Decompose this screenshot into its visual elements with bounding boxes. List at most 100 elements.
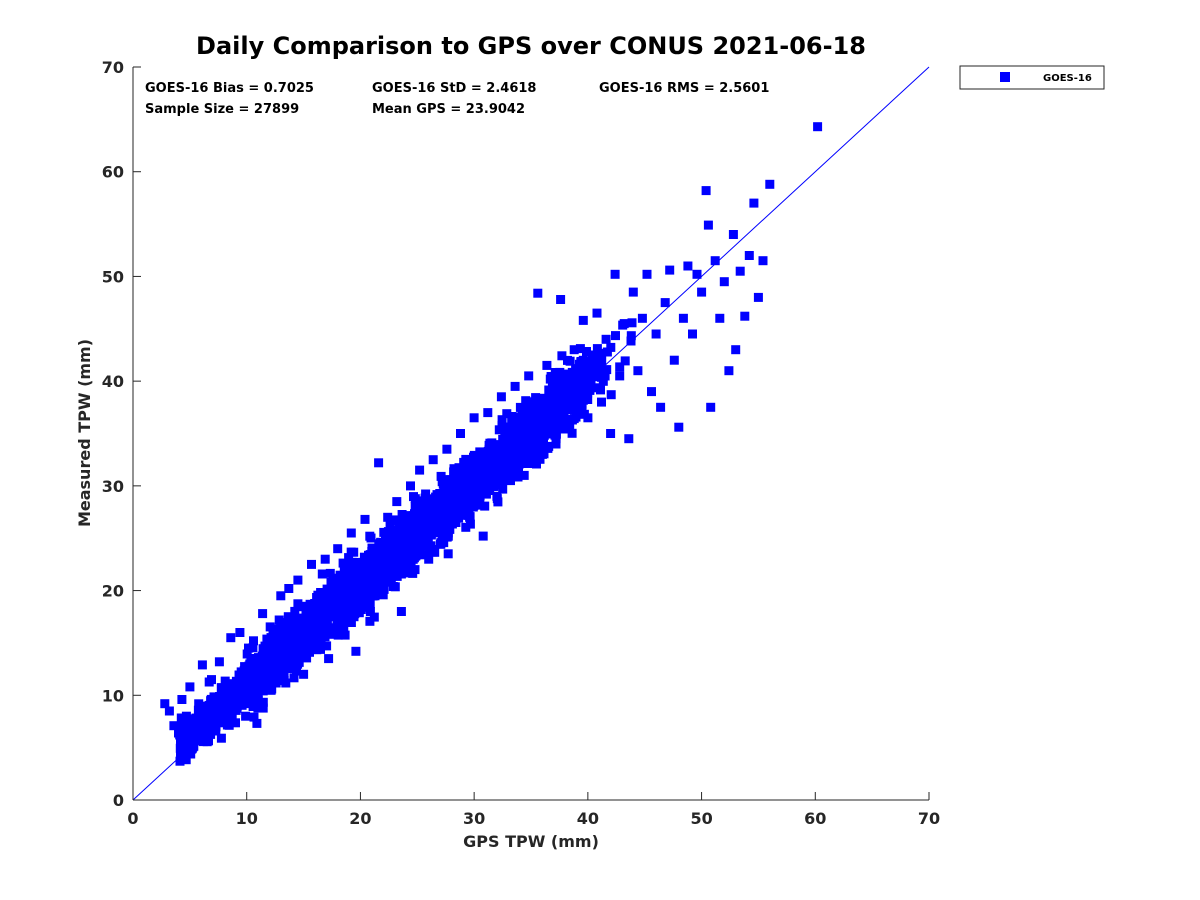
data-point [201, 702, 211, 712]
data-point [307, 559, 316, 569]
cloud-point [445, 494, 455, 504]
data-point [211, 722, 221, 732]
cloud-point [555, 367, 565, 377]
cloud-point [445, 524, 455, 534]
cloud-point [298, 602, 308, 612]
cloud-point [366, 533, 376, 543]
cloud-point [257, 668, 267, 678]
cloud-point [231, 718, 240, 728]
cloud-point [283, 637, 292, 647]
data-point [451, 518, 461, 527]
cloud-point [290, 606, 300, 616]
cloud-point [314, 606, 324, 616]
cloud-point [409, 533, 419, 543]
data-point [181, 711, 191, 721]
cloud-point [181, 734, 191, 744]
cloud-point [443, 549, 453, 559]
data-point [674, 422, 684, 432]
cloud-point [313, 623, 323, 633]
cloud-point [413, 520, 423, 530]
cloud-point [248, 702, 258, 711]
data-point [615, 371, 625, 381]
cloud-point [271, 678, 281, 688]
data-point [740, 311, 750, 321]
legend-marker-square [1000, 72, 1010, 82]
cloud-point [433, 510, 442, 520]
cloud-point [440, 501, 450, 511]
data-point [276, 591, 286, 601]
cloud-point [342, 606, 351, 616]
cloud-point [332, 617, 342, 627]
cloud-point [626, 331, 636, 341]
data-point [647, 387, 656, 397]
data-point [813, 122, 823, 132]
cloud-point [463, 476, 473, 486]
cloud-point [193, 705, 203, 715]
data-point [456, 429, 465, 438]
cloud-point [326, 592, 336, 602]
data-point [249, 636, 258, 646]
cloud-point [335, 570, 345, 580]
x-tick-label: 70 [918, 809, 940, 828]
cloud-point [538, 417, 548, 427]
cloud-point [487, 468, 497, 478]
data-point [369, 548, 379, 558]
data-point [556, 295, 566, 304]
cloud-point [176, 713, 186, 723]
cloud-point [475, 500, 485, 510]
cloud-point [297, 651, 307, 661]
data-point [474, 460, 484, 470]
cloud-point [594, 348, 604, 358]
cloud-point [265, 622, 275, 632]
data-point [560, 381, 570, 391]
cloud-point [197, 721, 207, 731]
cloud-point [277, 639, 287, 649]
cloud-point [310, 599, 320, 608]
data-point [753, 292, 763, 302]
cloud-point [400, 517, 410, 527]
cloud-point [570, 399, 580, 409]
cloud-point [334, 602, 344, 612]
data-point [628, 287, 638, 297]
y-ticks: 0 10 20 30 40 50 60 70 [102, 58, 141, 810]
data-point [396, 607, 406, 616]
cloud-point [537, 397, 547, 407]
cloud-point [459, 510, 469, 520]
cloud-point [469, 450, 479, 460]
data-point [610, 269, 620, 279]
cloud-point [337, 612, 347, 622]
data-point [355, 559, 365, 569]
cloud-point [327, 629, 337, 639]
cloud-point [311, 632, 321, 642]
cloud-point [382, 535, 392, 545]
cloud-point [481, 480, 491, 490]
cloud-point [507, 412, 517, 421]
y-tick-label: 20 [102, 582, 124, 601]
cloud-point [305, 616, 315, 626]
data-point [284, 584, 294, 593]
cloud-point [577, 399, 587, 409]
data-point [406, 481, 415, 491]
cloud-point [513, 472, 523, 482]
cloud-point [249, 662, 259, 672]
cloud-point [586, 364, 596, 373]
cloud-point [578, 362, 588, 372]
data-point [478, 531, 488, 541]
data-point [374, 458, 384, 468]
cloud-point [338, 558, 348, 568]
cloud-point [375, 576, 385, 586]
cloud-point [432, 523, 442, 533]
data-point [164, 706, 174, 716]
data-point [665, 265, 675, 275]
cloud-point [495, 456, 505, 465]
cloud-point [280, 651, 290, 661]
cloud-point [220, 676, 230, 686]
cloud-point [277, 629, 287, 639]
cloud-point [586, 377, 596, 387]
data-point [351, 646, 361, 656]
data-point [446, 486, 456, 496]
cloud-point [277, 660, 287, 670]
cloud-point [627, 318, 637, 328]
data-point [469, 413, 479, 423]
data-point [697, 287, 707, 297]
